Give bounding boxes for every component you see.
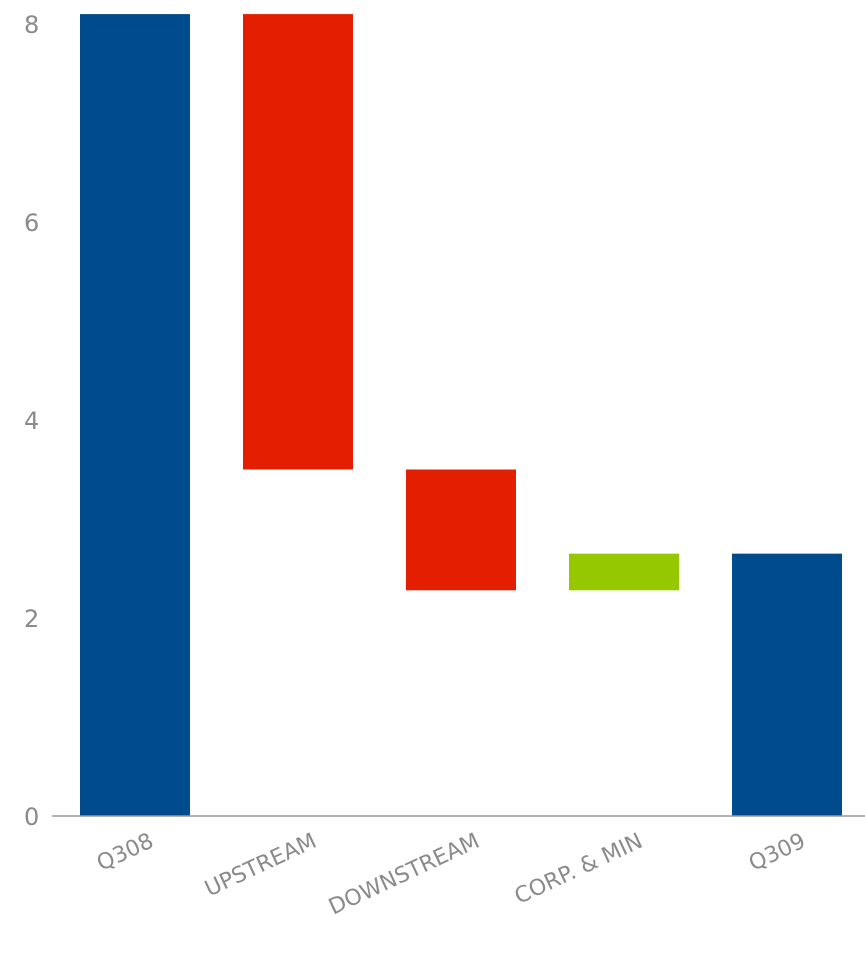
x-tick-label: UPSTREAM	[201, 829, 320, 902]
x-tick-label: Q308	[93, 829, 157, 877]
bar-downstream	[406, 469, 516, 591]
bar-q309	[732, 553, 842, 816]
y-tick-label: 8	[24, 11, 39, 39]
y-tick-label: 0	[24, 803, 39, 831]
bar-corp-min	[569, 553, 679, 591]
y-tick-label: 2	[24, 605, 39, 633]
y-axis-ticks: 0 2 4 6 8	[24, 11, 39, 831]
x-tick-label: CORP. & MIN	[511, 829, 647, 910]
x-tick-label: DOWNSTREAM	[325, 829, 483, 921]
bar-q308	[80, 14, 190, 817]
x-axis-labels: Q308 UPSTREAM DOWNSTREAM CORP. & MIN Q309	[93, 829, 809, 921]
x-tick-label: Q309	[745, 829, 809, 877]
bars-group	[80, 14, 842, 817]
y-tick-label: 4	[24, 407, 39, 435]
y-tick-label: 6	[24, 209, 39, 237]
bar-upstream	[243, 14, 353, 470]
